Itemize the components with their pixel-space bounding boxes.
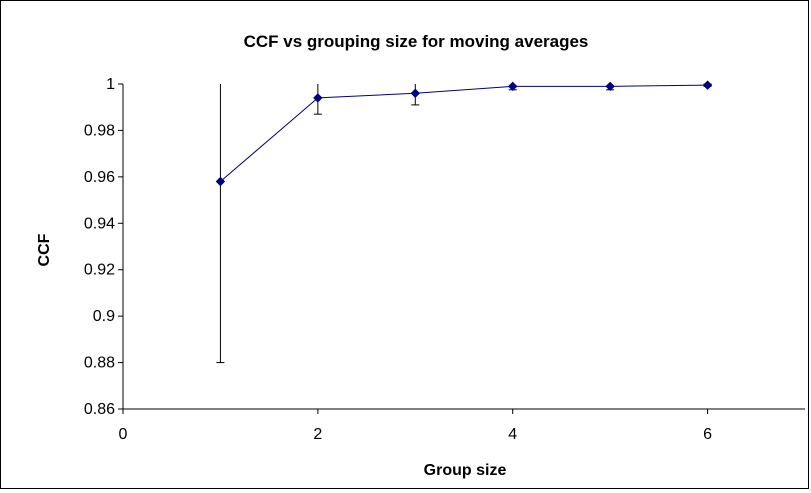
plot-layer: 0.86 0.88 0.9 0.92 0.94 0.96 0.98 1 0 2 4 6 [84,76,805,443]
y-tick-label: 0.94 [84,215,115,232]
data-point [702,80,713,90]
data-point [410,88,420,98]
x-tick-label: 2 [313,426,322,443]
y-tick-label: 0.88 [84,355,115,372]
chart-title: CCF vs grouping size for moving averages [244,32,589,51]
y-tick-label: 0.86 [84,401,115,418]
x-tick-label: 4 [508,426,517,443]
data-point [508,81,518,92]
x-tick-label: 6 [703,426,712,443]
y-tick-label: 1 [106,76,115,93]
series-line [220,84,708,182]
x-tick-label: 0 [119,426,128,443]
data-point [215,176,226,187]
y-tick-label: 0.9 [93,308,115,325]
y-tick-label: 0.92 [84,262,115,279]
data-point [313,93,323,103]
x-axis-label: Group size [424,462,507,479]
y-tick-label: 0.98 [84,122,115,139]
y-axis-label: CCF [36,233,53,266]
data-point [605,81,615,92]
y-tick-label: 0.96 [84,169,115,186]
